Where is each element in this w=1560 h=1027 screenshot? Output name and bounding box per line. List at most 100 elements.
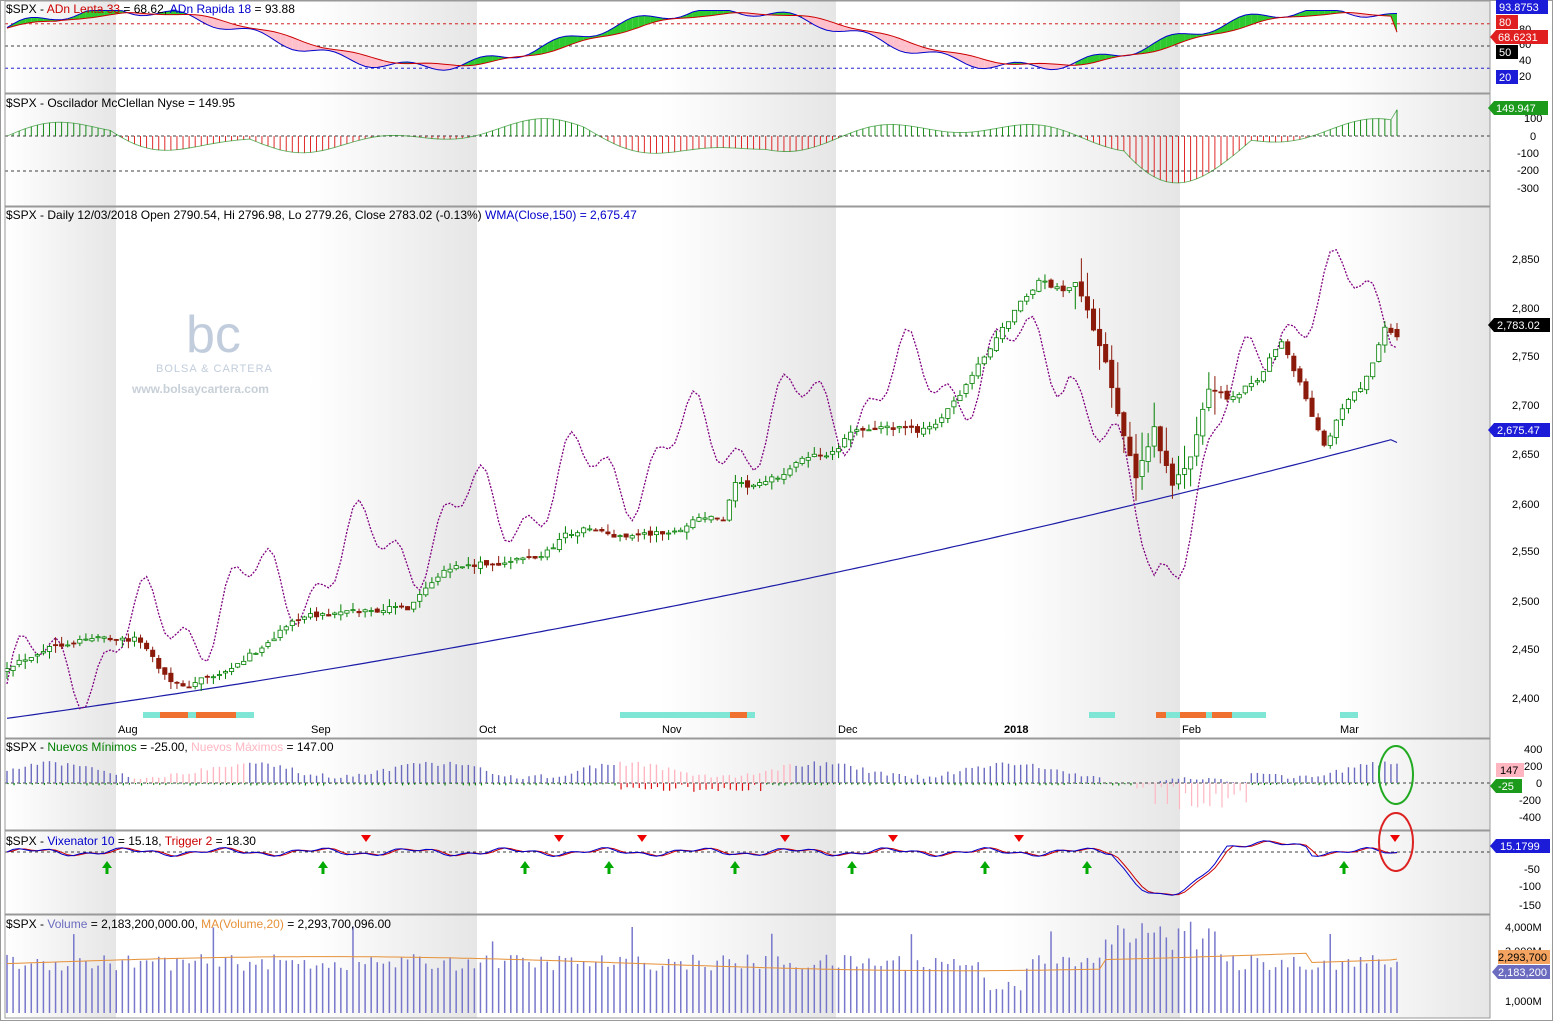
candle-body bbox=[993, 337, 999, 351]
candle-body bbox=[957, 394, 963, 402]
month-shade bbox=[1002, 739, 1180, 830]
logo-name: BOLSA & CARTERA bbox=[156, 363, 273, 375]
candle-body bbox=[1254, 380, 1260, 383]
month-label-oct: Oct bbox=[479, 724, 496, 736]
adn-fill bbox=[638, 15, 645, 28]
adn-fill bbox=[1075, 59, 1082, 66]
wma-line bbox=[6, 439, 1398, 719]
sell-arrow bbox=[888, 835, 898, 842]
sell-arrow bbox=[780, 835, 790, 842]
vix-badge: 15.1799 bbox=[1490, 839, 1550, 853]
price-badges: 2,783.02 2,675.47 bbox=[1488, 318, 1550, 437]
candle-body bbox=[647, 530, 653, 536]
candle-body bbox=[465, 564, 471, 567]
candle-body bbox=[59, 643, 65, 647]
month-label-feb: Feb bbox=[1182, 724, 1201, 736]
adn-fill bbox=[292, 37, 299, 51]
candle-body bbox=[235, 663, 241, 668]
candle-body bbox=[617, 535, 623, 538]
candle-body bbox=[107, 637, 113, 641]
candle-body bbox=[40, 651, 46, 654]
adn-fill bbox=[607, 27, 614, 36]
sell-arrow bbox=[1014, 835, 1024, 842]
adn-fill bbox=[711, 10, 718, 16]
adn-fill bbox=[911, 43, 918, 54]
candle-body bbox=[1200, 408, 1206, 437]
svg-text:80: 80 bbox=[1499, 17, 1511, 29]
candle-body bbox=[854, 429, 860, 432]
adn-fill bbox=[213, 17, 220, 29]
adn-fill bbox=[1166, 34, 1173, 49]
candle-body bbox=[532, 556, 538, 559]
candle-body bbox=[1321, 430, 1327, 446]
adn-fill bbox=[553, 37, 560, 51]
candle-body bbox=[1012, 309, 1018, 323]
candle-body bbox=[1030, 289, 1036, 295]
month-shade bbox=[1002, 94, 1180, 206]
candle-body bbox=[550, 547, 556, 550]
signal-band bbox=[620, 712, 730, 718]
candle-body bbox=[125, 638, 131, 642]
candle-body bbox=[526, 556, 532, 558]
candle-body bbox=[265, 642, 271, 647]
adn-fill bbox=[85, 10, 92, 19]
candle-body bbox=[1376, 344, 1382, 362]
candle-body bbox=[253, 652, 259, 655]
candle-body bbox=[969, 374, 975, 384]
candle-body bbox=[490, 563, 496, 566]
candle-body bbox=[1127, 436, 1133, 457]
candle-body bbox=[945, 408, 951, 419]
candle-body bbox=[605, 531, 611, 535]
candle-body bbox=[1066, 287, 1072, 291]
buy-arrow bbox=[730, 861, 740, 868]
candle-body bbox=[611, 534, 617, 538]
adn-fill bbox=[176, 11, 184, 15]
candle-body bbox=[848, 431, 854, 441]
candle-body bbox=[1248, 383, 1254, 388]
new-highs-label: Nuevos Máximos bbox=[191, 740, 283, 754]
price-tick-2850: 2,850 bbox=[1512, 254, 1540, 266]
svg-text:-25: -25 bbox=[1498, 781, 1514, 793]
adn-fill bbox=[966, 54, 973, 67]
candle-body bbox=[204, 675, 210, 678]
adn-fill bbox=[261, 29, 269, 36]
candle-body bbox=[1327, 435, 1333, 446]
buy-arrow-stem bbox=[105, 868, 109, 874]
signal-band bbox=[1166, 712, 1180, 718]
candle-body bbox=[386, 606, 392, 613]
candle-body bbox=[362, 609, 368, 613]
candle-body bbox=[629, 535, 635, 539]
adn-fill bbox=[371, 57, 378, 68]
candle-body bbox=[775, 477, 781, 480]
candle-body bbox=[423, 587, 429, 596]
candle-body bbox=[908, 425, 914, 428]
month-shade bbox=[1338, 94, 1490, 206]
adn-fill bbox=[899, 38, 906, 53]
newlows-y-axis: 400 200 0 -200 -400 bbox=[1519, 744, 1542, 824]
adn-fill bbox=[1324, 10, 1331, 15]
adn-fill bbox=[1172, 33, 1179, 46]
candle-body bbox=[1224, 390, 1230, 400]
mc-tick-m200: -200 bbox=[1517, 165, 1539, 177]
price-tick-2650: 2,650 bbox=[1512, 449, 1540, 461]
candle-body bbox=[198, 677, 204, 685]
highlight-circle-green bbox=[1378, 745, 1414, 805]
candle-body bbox=[744, 480, 751, 488]
adn-fill bbox=[170, 10, 177, 15]
adn-fill bbox=[352, 52, 360, 65]
candle-body bbox=[1109, 359, 1115, 389]
adn-fill bbox=[19, 18, 26, 25]
buy-arrow-stem bbox=[607, 868, 611, 874]
buy-arrow bbox=[980, 861, 990, 868]
buy-arrow bbox=[1082, 861, 1092, 868]
volume-title: $SPX - Volume = 2,183,200,000.00, MA(Vol… bbox=[6, 917, 391, 931]
price-title: $SPX - Daily 12/03/2018 Open 2790.54, Hi… bbox=[6, 208, 637, 222]
candle-body bbox=[763, 481, 769, 485]
adn-fill bbox=[620, 20, 627, 34]
candle-body bbox=[156, 658, 162, 669]
candle-body bbox=[1084, 296, 1090, 311]
candle-body bbox=[666, 532, 672, 535]
adn-fill bbox=[1245, 14, 1252, 27]
month-label-sep: Sep bbox=[311, 724, 331, 736]
